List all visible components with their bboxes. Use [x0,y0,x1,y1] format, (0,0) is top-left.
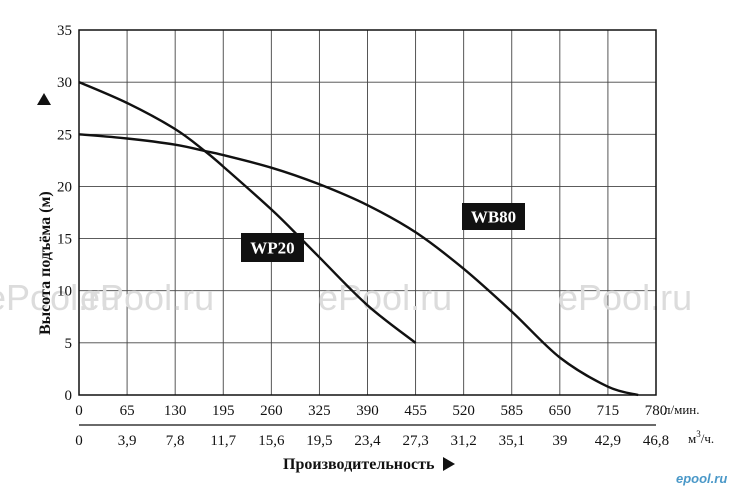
y-tick-label: 10 [57,284,72,300]
watermark-group: ePool.ru ePool.ru ePool.ru ePool.ru [0,277,692,318]
x-tick-labels-primary: 0 65 130 195 260 325 390 455 520 585 650 715 780 [75,403,667,419]
x-tick-label-secondary: 15,6 [258,433,285,449]
y-tick-label: 0 [65,388,73,404]
x-tick-label-primary: 65 [120,403,135,419]
unit-sup: 3 [696,429,701,439]
x-tick-label-secondary: 31,2 [451,433,477,449]
x-tick-label-primary: 650 [549,403,572,419]
x-tick-label-secondary: 19,5 [306,433,332,449]
x-tick-label-secondary: 7,8 [166,433,185,449]
x-tick-label-secondary: 42,9 [595,433,621,449]
grid [79,30,656,395]
x-tick-label-primary: 585 [501,403,524,419]
x-tick-label-primary: 260 [260,403,283,419]
y-axis-title-group: Высота подъёма (м) [37,93,54,335]
x-tick-label-secondary: 39 [552,433,567,449]
y-tick-label: 5 [65,336,73,352]
x-tick-label-secondary: 35,1 [499,433,525,449]
x-axis-title-group: Производительность [283,456,455,473]
x-tick-label-secondary: 0 [75,433,83,449]
watermark-text: ePool.ru [558,277,692,318]
y-tick-label: 25 [57,127,72,143]
x-tick-label-primary: 130 [164,403,187,419]
series-label-text: WP20 [250,239,294,258]
y-tick-label: 30 [57,75,72,91]
y-tick-label: 15 [57,232,72,248]
x-axis-title: Производительность [283,456,435,473]
x-tick-label-primary: 455 [404,403,427,419]
y-tick-label: 20 [57,179,72,195]
y-axis-arrow-icon [37,93,51,105]
x-unit-primary: л/мин. [664,402,700,417]
watermark-text: ePool.ru [80,277,214,318]
watermark-text: ePool.ru [318,277,452,318]
series-labels: WP20 WB80 [241,203,525,262]
x-tick-label-primary: 390 [356,403,379,419]
x-tick-label-secondary: 11,7 [210,433,236,449]
x-tick-label-secondary: 46,8 [643,433,669,449]
x-tick-label-secondary: 27,3 [402,433,428,449]
x-tick-label-primary: 520 [452,403,475,419]
series-lines [78,81,639,397]
unit-base: м [688,431,696,446]
series-label-text: WB80 [471,208,516,227]
series-label-box [462,203,525,230]
site-logo: epool.ru [676,471,727,486]
series-label-box [241,233,304,262]
y-tick-label: 35 [57,23,72,39]
x-tick-label-primary: 715 [597,403,620,419]
unit-tail: /ч. [701,431,714,446]
series-line-wp20 [78,81,417,344]
x-tick-labels-secondary: 0 3,9 7,8 11,7 15,6 19,5 23,4 27,3 31,2 35,1 39 42,… [75,433,669,449]
x-tick-label-primary: 195 [212,403,235,419]
watermark-text: ePool.ru [0,277,120,318]
x-unit-secondary: м3/ч. [688,429,714,446]
y-tick-labels: 0 5 10 15 20 25 30 35 [57,23,72,404]
x-axis-arrow-icon [443,457,455,471]
y-axis-title: Высота подъёма (м) [37,191,54,335]
x-tick-label-primary: 780 [645,403,668,419]
x-tick-label-secondary: 23,4 [354,433,381,449]
x-tick-label-secondary: 3,9 [118,433,137,449]
x-tick-label-primary: 325 [308,403,331,419]
plot-frame [78,29,657,396]
x-tick-label-primary: 0 [75,403,83,419]
series-line-wb80 [78,133,639,397]
